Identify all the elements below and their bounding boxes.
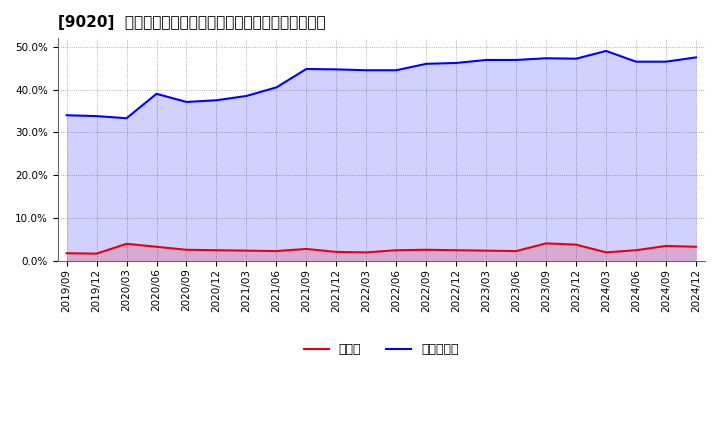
Legend: 現預金, 有利子負債: 現預金, 有利子負債 — [299, 338, 464, 362]
有利子負債 — [482, 57, 490, 62]
有利子負債 — [62, 113, 71, 118]
現預金 — [602, 250, 611, 255]
現預金 — [302, 246, 311, 252]
現預金 — [482, 248, 490, 253]
現預金 — [152, 244, 161, 249]
Text: [9020]  現預金、有利子負債の総資産に対する比率の推移: [9020] 現預金、有利子負債の総資産に対する比率の推移 — [58, 15, 325, 30]
現預金 — [512, 249, 521, 254]
有利子負債 — [422, 61, 431, 66]
有利子負債 — [602, 48, 611, 54]
現預金 — [692, 244, 701, 249]
現預金 — [422, 247, 431, 253]
現預金 — [92, 251, 101, 256]
現預金 — [392, 248, 400, 253]
現預金 — [332, 249, 341, 255]
現預金 — [62, 251, 71, 256]
現預金 — [631, 248, 640, 253]
有利子負債 — [572, 56, 580, 61]
現預金 — [182, 247, 191, 253]
現預金 — [272, 249, 281, 254]
有利子負債 — [631, 59, 640, 64]
有利子負債 — [182, 99, 191, 105]
有利子負債 — [512, 57, 521, 62]
現預金 — [662, 243, 670, 249]
有利子負債 — [242, 93, 251, 99]
有利子負債 — [302, 66, 311, 72]
有利子負債 — [92, 114, 101, 119]
現預金 — [212, 248, 221, 253]
現預金 — [542, 241, 551, 246]
有利子負債 — [332, 67, 341, 72]
Line: 現預金: 現預金 — [66, 243, 696, 253]
有利子負債 — [392, 68, 400, 73]
現預金 — [452, 248, 461, 253]
現預金 — [362, 250, 371, 255]
有利子負債 — [152, 91, 161, 96]
有利子負債 — [662, 59, 670, 64]
有利子負債 — [362, 68, 371, 73]
有利子負債 — [452, 60, 461, 66]
現預金 — [572, 242, 580, 247]
現預金 — [242, 248, 251, 253]
有利子負債 — [542, 55, 551, 61]
Line: 有利子負債: 有利子負債 — [66, 51, 696, 118]
有利子負債 — [212, 98, 221, 103]
有利子負債 — [692, 55, 701, 60]
現預金 — [122, 241, 131, 246]
有利子負債 — [272, 85, 281, 90]
有利子負債 — [122, 116, 131, 121]
